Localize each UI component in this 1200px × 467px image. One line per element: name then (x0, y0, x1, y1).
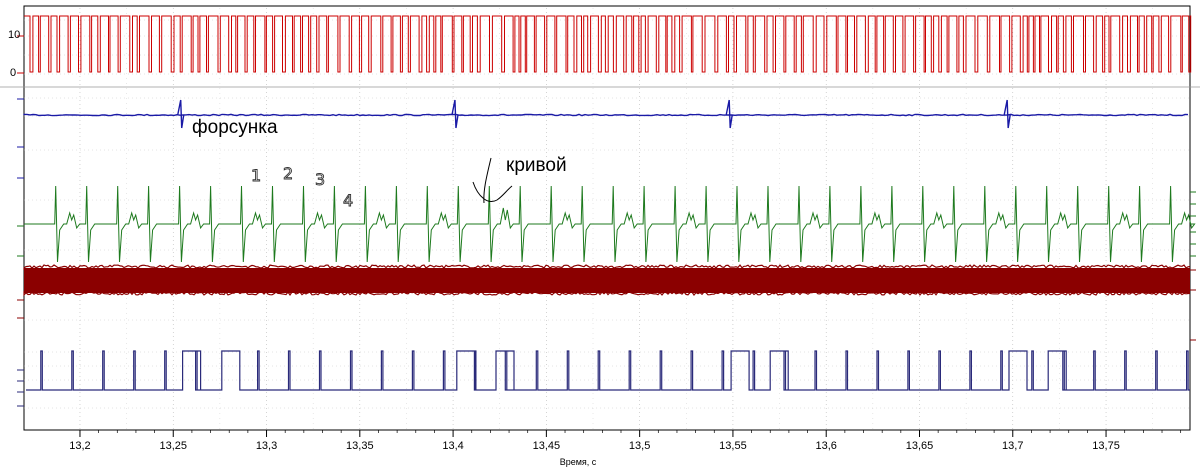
series-green-pulses (24, 185, 1196, 263)
left-scale-ticks (17, 35, 24, 407)
annotation-cylinder-4: 4 (343, 191, 353, 210)
plot-frame (23, 5, 1191, 431)
x-tick-label-3: 13,35 (346, 440, 374, 452)
x-tick-label-1: 13,25 (159, 440, 187, 452)
x-axis-title: Время, с (560, 457, 597, 467)
x-tick-label-6: 13,5 (629, 440, 650, 452)
annotation-cylinder-3: 3 (315, 170, 325, 189)
x-tick-label-8: 13,6 (815, 440, 836, 452)
x-tick-label-5: 13,45 (533, 440, 561, 452)
annotation-injector: форсунка (192, 117, 278, 138)
x-tick-label-2: 13,3 (256, 440, 277, 452)
x-tick-label-4: 13,4 (442, 440, 463, 452)
x-tick-label-7: 13,55 (719, 440, 747, 452)
series-reference-pulses (26, 350, 1190, 391)
right-scale-ticks (1190, 191, 1196, 341)
annotation-crooked: кривой (506, 155, 567, 176)
x-tick-label-11: 13,75 (1092, 440, 1120, 452)
top-trace-tick-0: 0 (10, 67, 16, 79)
annotation-cylinder-1: 1 (251, 166, 261, 185)
series-red-pulse-train (24, 15, 1192, 73)
x-tick-label-0: 13,2 (69, 440, 90, 452)
series-dark-red-noise-band (24, 268, 1190, 293)
top-trace-tick-10: 10 (8, 29, 20, 41)
annotation-arrow (472, 157, 513, 204)
x-axis-ticks: 13,2 13,25 13,3 13,35 13,4 13,45 13,5 13,55 13,6… (69, 430, 1182, 452)
series-dark-red-noise-edge (23, 264, 1191, 297)
x-tick-label-10: 13,7 (1002, 440, 1023, 452)
series-injector-trace (23, 99, 1189, 129)
annotation-cylinder-2: 2 (283, 164, 293, 183)
x-tick-label-9: 13,65 (906, 440, 934, 452)
